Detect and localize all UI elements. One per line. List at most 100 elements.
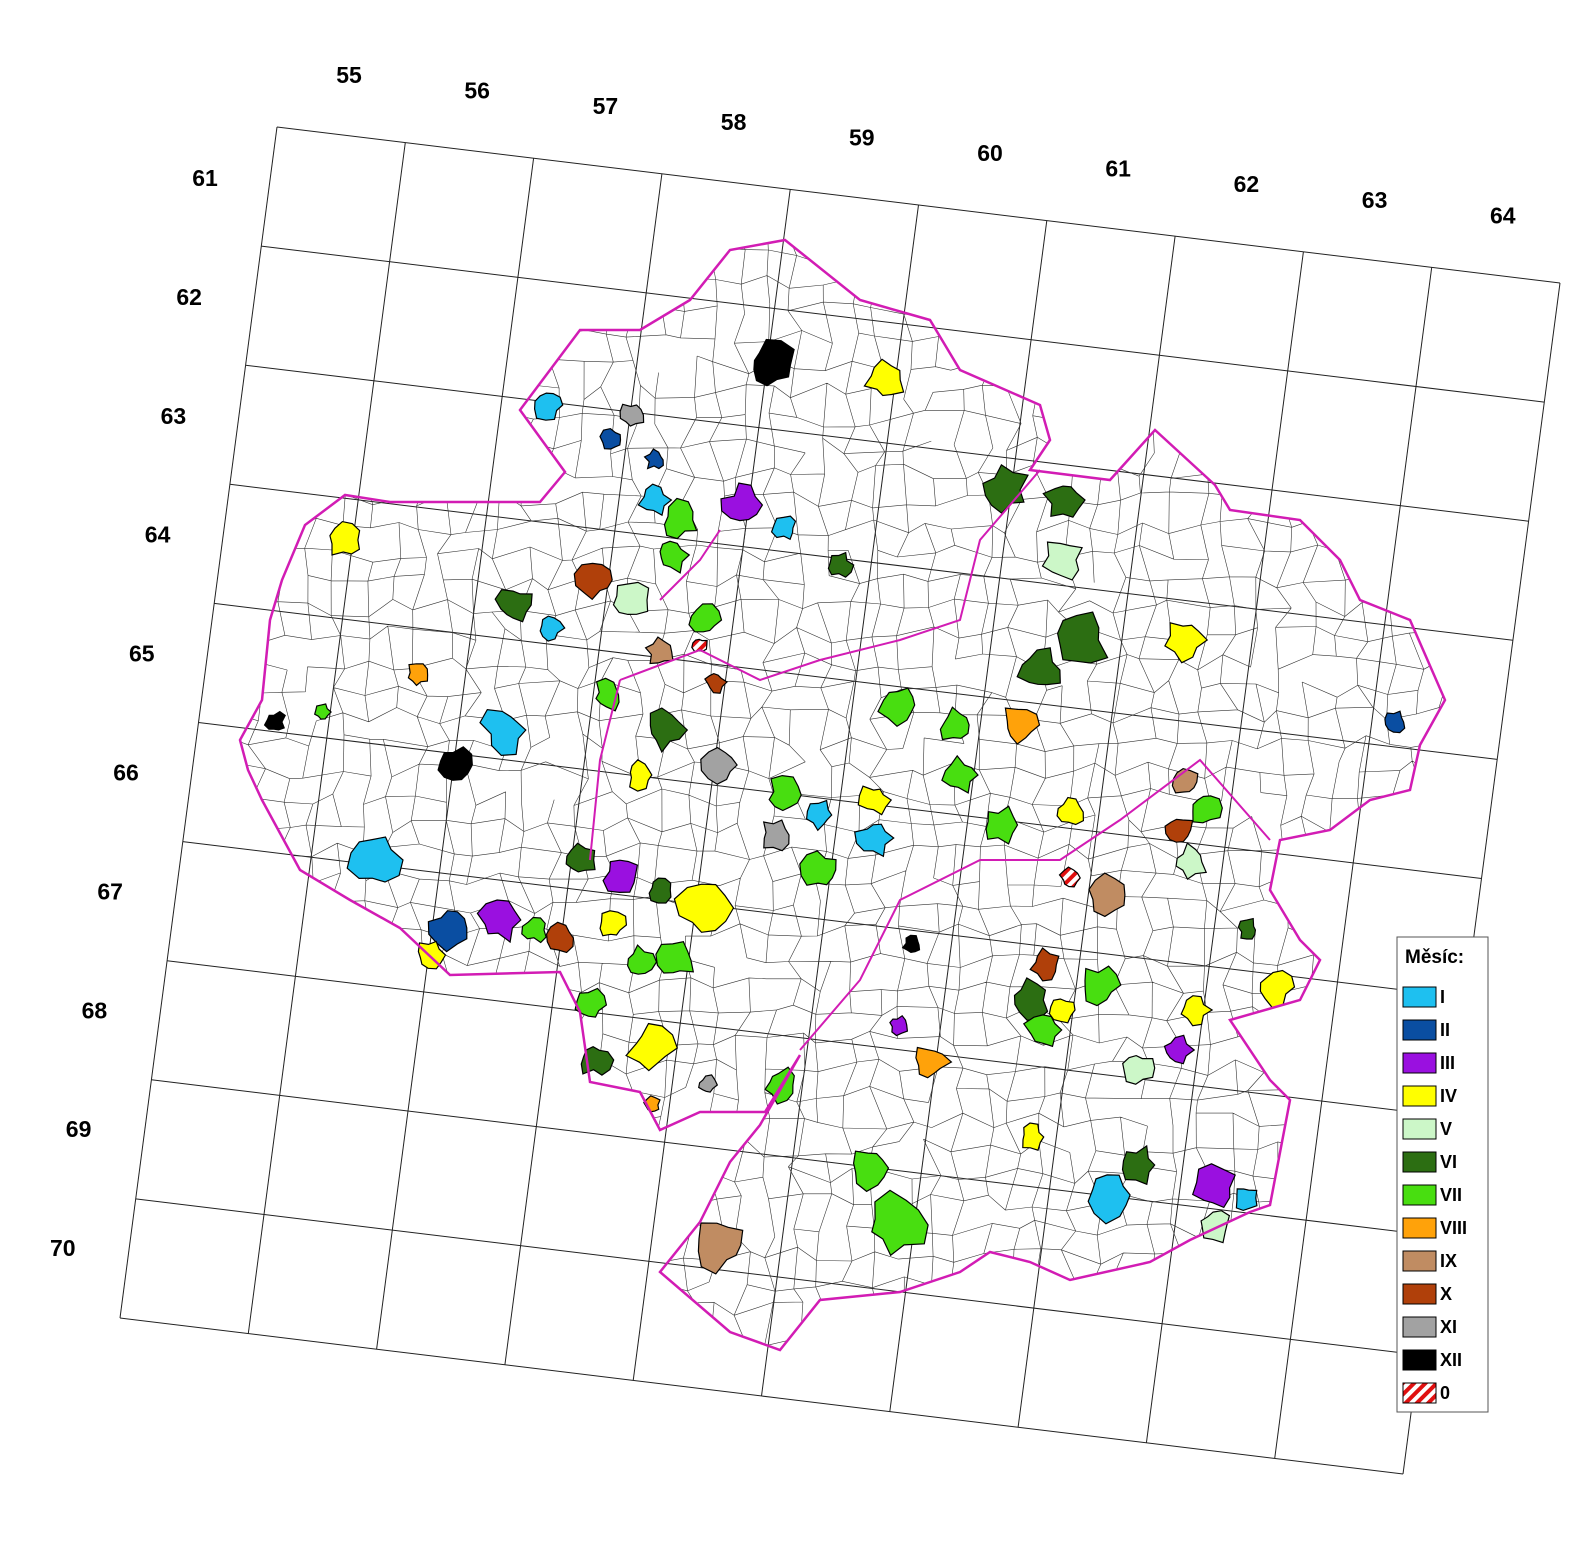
- column-label: 61: [1105, 156, 1131, 182]
- district-patch: [1237, 917, 1257, 940]
- legend-label: XII: [1440, 1350, 1462, 1370]
- district-patch: [1122, 1054, 1156, 1085]
- district-patch: [437, 746, 473, 781]
- district-patch: [857, 785, 893, 816]
- district-patch: [599, 910, 628, 937]
- district-patch: [1013, 977, 1049, 1021]
- grid-line: [119, 1317, 1404, 1475]
- row-label: 64: [145, 522, 171, 548]
- grid-line: [151, 1079, 1435, 1237]
- legend-swatch: [1402, 1118, 1437, 1140]
- district-patch: [877, 687, 916, 727]
- row-label: 70: [50, 1235, 76, 1261]
- district-patch: [1056, 611, 1109, 664]
- district-patch: [476, 899, 522, 944]
- district-patch: [1259, 969, 1296, 1009]
- district-patch: [939, 706, 970, 741]
- legend-label: 0: [1440, 1383, 1450, 1403]
- district-patch: [494, 589, 533, 623]
- legend-label: VIII: [1440, 1218, 1467, 1238]
- district-patch: [580, 1046, 615, 1076]
- legend-label: IX: [1440, 1251, 1457, 1271]
- grid-labels: 55 56 57 58 59 60 61 62 63 64 61 62 63 64 65 66 67 68 69 70: [50, 62, 1516, 1261]
- legend-label: III: [1440, 1053, 1455, 1073]
- grid: [119, 126, 1561, 1475]
- district-patch: [629, 759, 653, 792]
- district-border: [619, 469, 1041, 682]
- district-patch: [1016, 647, 1061, 686]
- legend-swatch: [1402, 1283, 1437, 1305]
- column-label: 56: [464, 78, 490, 104]
- legend-swatch: [1402, 1316, 1437, 1338]
- row-label: 61: [192, 165, 218, 191]
- district-patch: [595, 677, 620, 712]
- legend-label: VI: [1440, 1152, 1457, 1172]
- district-patch: [1042, 485, 1086, 518]
- legend-swatch: [1402, 1217, 1437, 1239]
- district-patch: [1041, 541, 1083, 581]
- row-label: 62: [176, 284, 202, 310]
- row-label: 69: [66, 1116, 92, 1142]
- district-patch: [649, 707, 689, 754]
- district-patch: [1087, 1174, 1131, 1225]
- district-patch: [417, 940, 447, 970]
- district-patch: [852, 1150, 890, 1193]
- legend-swatch: [1402, 1184, 1437, 1206]
- district-patch: [648, 877, 672, 904]
- district-patch: [1163, 1034, 1196, 1065]
- district-patch: [768, 774, 802, 812]
- column-label: 59: [849, 124, 875, 150]
- district-patch: [704, 672, 728, 694]
- column-label: 63: [1362, 187, 1388, 213]
- district-patch: [427, 910, 468, 953]
- district-patch: [407, 663, 429, 687]
- district-patch: [521, 916, 547, 944]
- district-patch: [625, 1022, 679, 1072]
- legend-swatch: [1402, 1085, 1437, 1107]
- district-patch: [1200, 1210, 1231, 1244]
- legend-label: XI: [1440, 1317, 1457, 1337]
- district-patch: [871, 1189, 929, 1257]
- district-patch: [1164, 622, 1209, 664]
- row-label: 63: [161, 403, 187, 429]
- district-patch: [599, 427, 622, 450]
- district-patch: [346, 836, 404, 883]
- legend-swatch: [1402, 1250, 1437, 1272]
- district-patch: [1191, 1163, 1236, 1209]
- district-patch: [1088, 872, 1126, 918]
- district-patch: [915, 1046, 953, 1079]
- district-patch: [637, 483, 673, 517]
- legend-label: I: [1440, 987, 1445, 1007]
- district-patch: [799, 850, 837, 886]
- row-label: 66: [113, 760, 139, 786]
- legend-title: Měsíc:: [1405, 947, 1464, 968]
- grid-line: [276, 126, 1561, 284]
- region-outline: [238, 238, 1447, 1352]
- district-patch: [1171, 767, 1199, 794]
- district-patch: [762, 819, 790, 852]
- patches: [263, 338, 1406, 1275]
- district-patch: [863, 358, 905, 397]
- district-patch: [1121, 1144, 1156, 1186]
- district-patch: [1384, 710, 1406, 734]
- grid-line: [135, 1198, 1419, 1356]
- district-patch: [479, 708, 527, 757]
- district-border: [659, 529, 721, 601]
- legend-swatch: [1402, 1019, 1437, 1041]
- grid-line: [261, 245, 1545, 403]
- district-patch: [697, 1222, 744, 1275]
- column-label: 58: [721, 109, 747, 135]
- column-label: 64: [1490, 202, 1516, 228]
- district-patch: [533, 392, 564, 421]
- district-patch: [770, 515, 797, 541]
- district-patch: [329, 520, 361, 556]
- district-patch: [1180, 995, 1214, 1027]
- district-patch: [827, 551, 855, 578]
- legend-swatch: [1402, 986, 1437, 1008]
- row-label: 68: [82, 997, 108, 1023]
- district-patch: [753, 338, 795, 387]
- legend-swatch: [1402, 1052, 1437, 1074]
- row-label: 65: [129, 641, 155, 667]
